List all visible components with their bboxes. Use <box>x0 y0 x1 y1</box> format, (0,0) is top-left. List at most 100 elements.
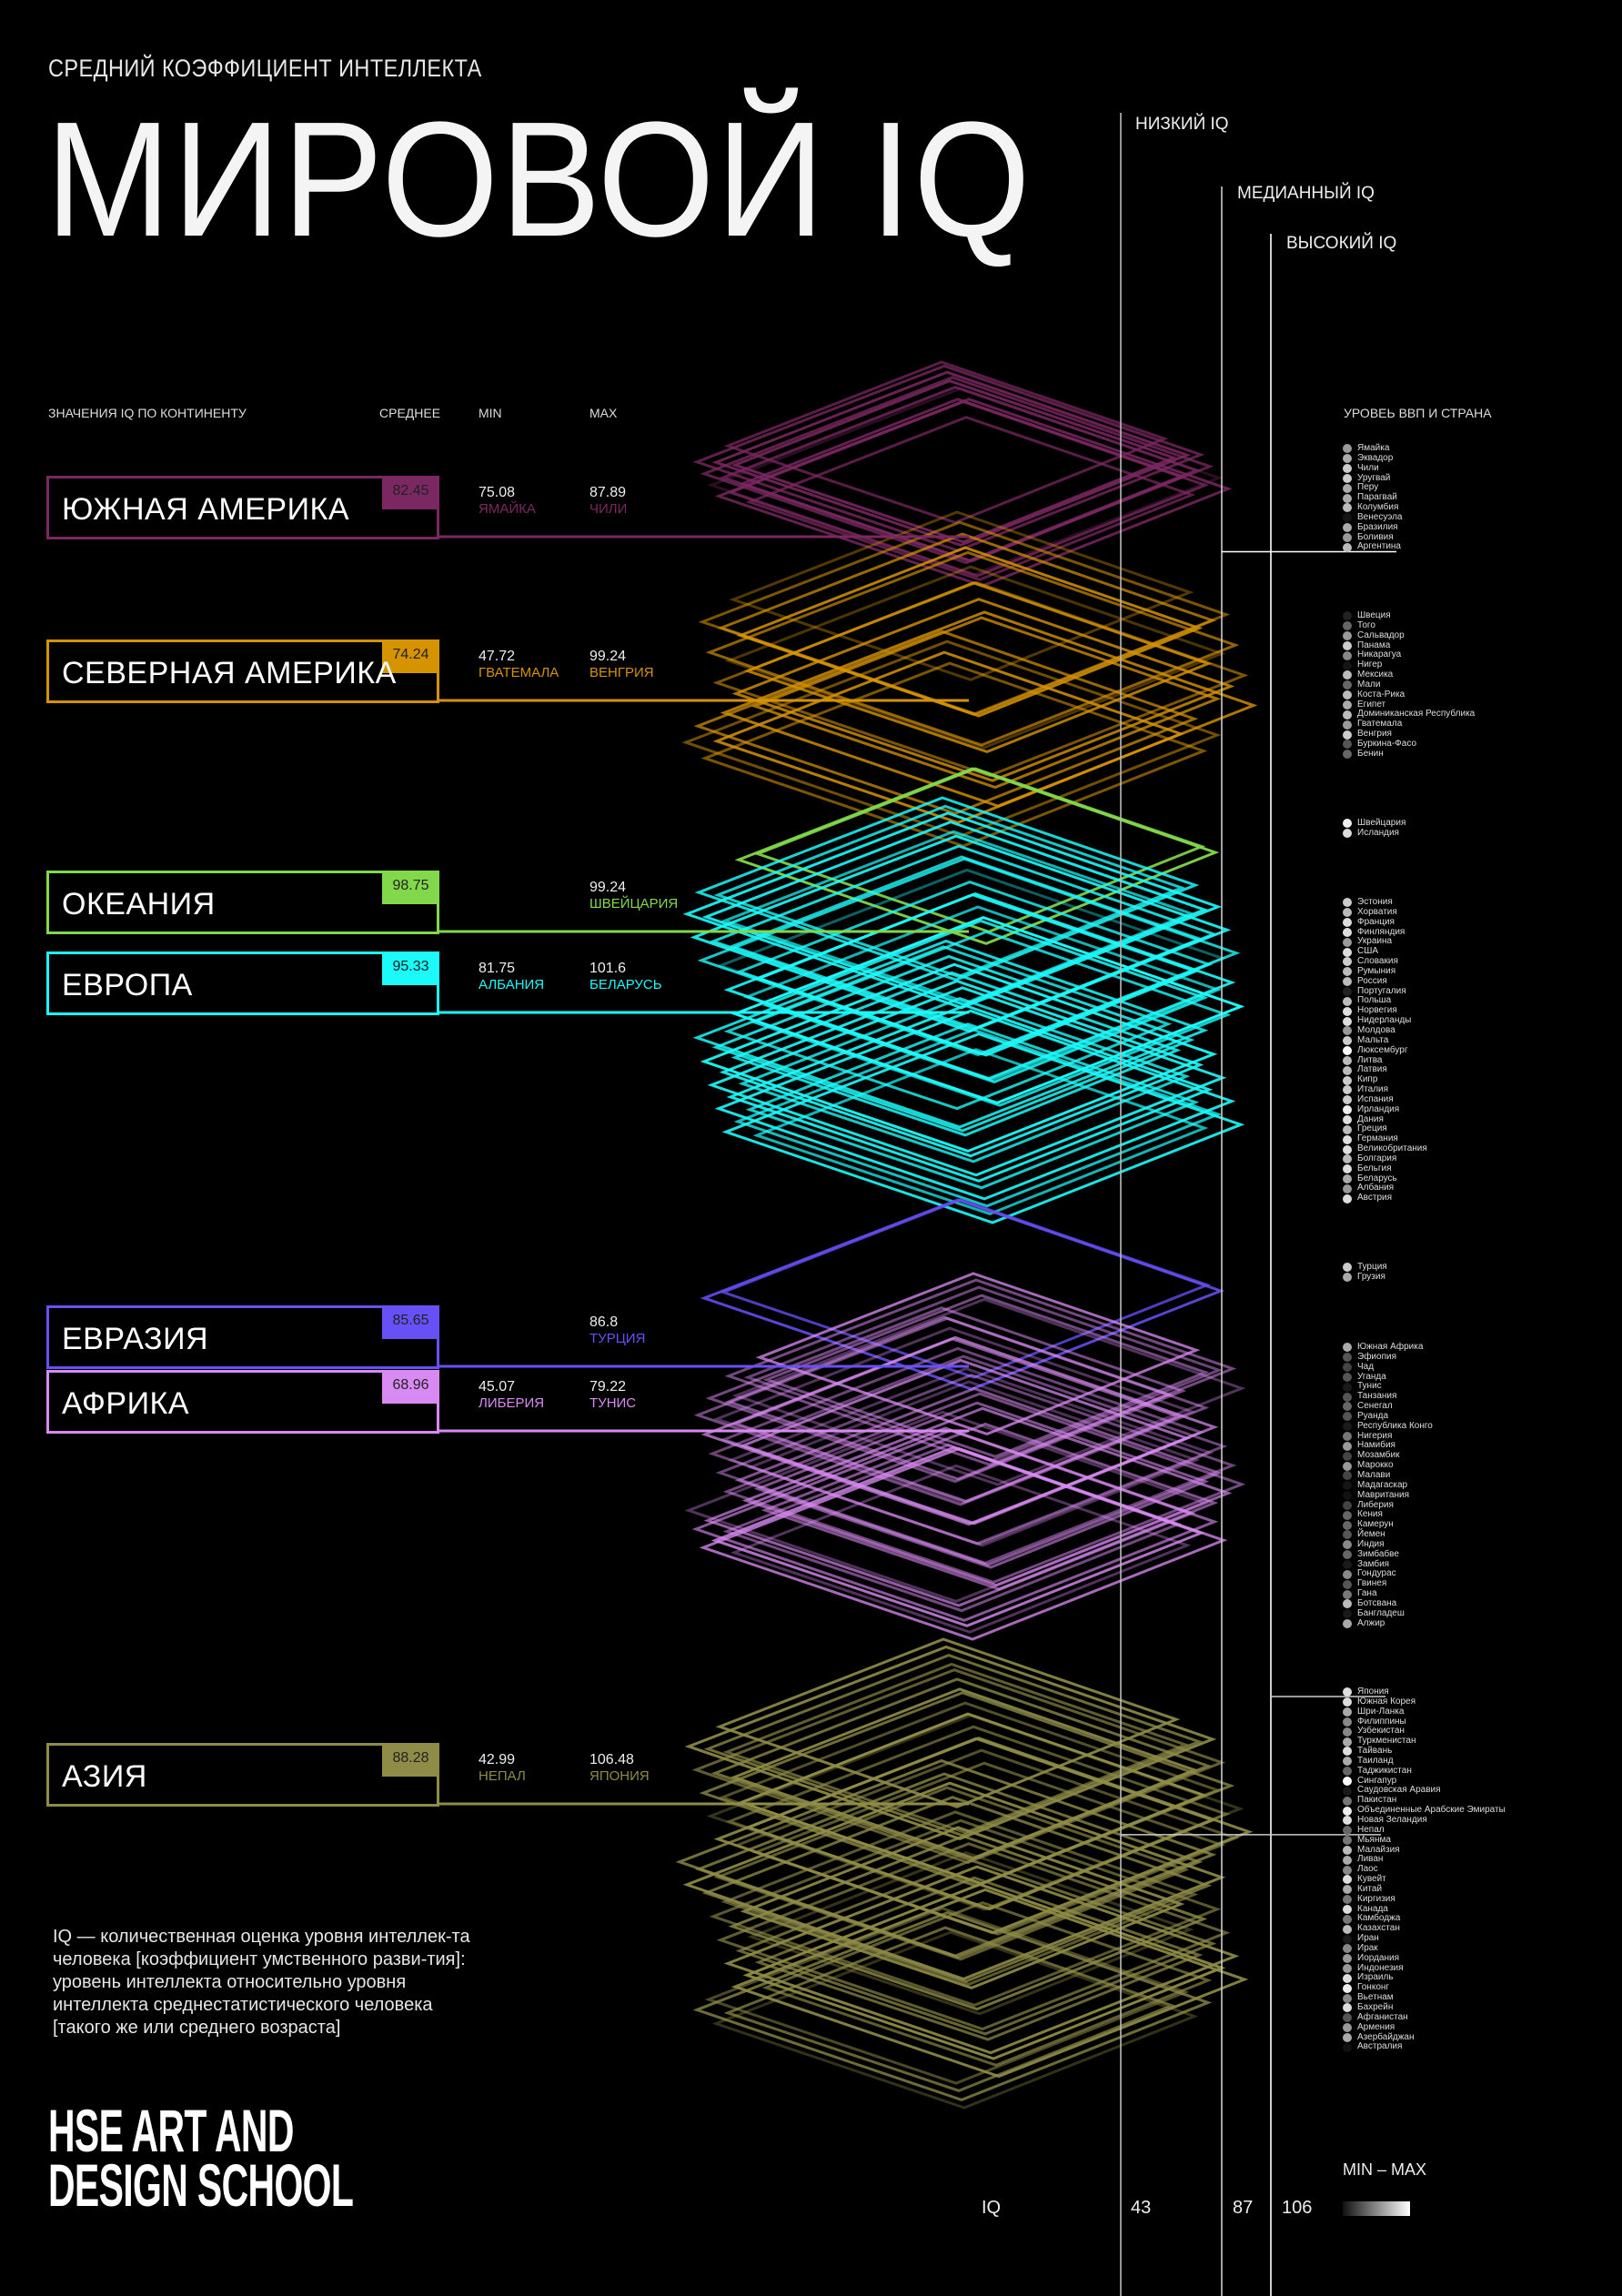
country-name: Казахстан <box>1357 1923 1400 1934</box>
country-list-item: Коста-Рика <box>1343 690 1475 700</box>
country-name: Пакистан <box>1357 1795 1397 1806</box>
country-list-item: Либерия <box>1343 1500 1433 1511</box>
gdp-level-dot-icon <box>1343 1777 1352 1787</box>
country-name: Танзания <box>1357 1391 1397 1402</box>
country-list-item: Исландия <box>1343 827 1405 839</box>
gdp-level-dot-icon <box>1343 908 1352 918</box>
country-name: Мальта <box>1357 1034 1389 1045</box>
gdp-level-dot-icon <box>1343 1273 1352 1283</box>
country-diamond <box>740 1826 1185 1989</box>
min-country: ЛИБЕРИЯ <box>479 1395 545 1411</box>
country-name: Россия <box>1357 975 1387 986</box>
country-diamond <box>723 360 1169 524</box>
country-list-item: Марокко <box>1343 1460 1433 1471</box>
country-list-item: Хорватия <box>1343 907 1427 918</box>
country-list-item: Нигер <box>1343 660 1475 670</box>
country-diamond <box>723 1865 1240 2055</box>
country-list-item: Япония <box>1343 1687 1506 1697</box>
country-list-item: Швейцария <box>1343 818 1405 829</box>
max-value: 99.24 <box>589 880 627 895</box>
gdp-level-dot-icon <box>1343 927 1352 937</box>
country-list-item: Эквадор <box>1343 453 1402 464</box>
max-value: 79.22 <box>589 1379 627 1395</box>
country-list-item: Италия <box>1343 1084 1427 1095</box>
gdp-level-dot-icon <box>1343 2013 1352 2023</box>
gdp-level-dot-icon <box>1343 1599 1352 1609</box>
country-diamond <box>721 1032 1245 1224</box>
country-name: Бразилия <box>1357 521 1398 532</box>
country-name: Дания <box>1357 1113 1384 1124</box>
gdp-level-dot-icon <box>1343 1885 1352 1895</box>
gdp-level-dot-icon <box>1343 1904 1352 1914</box>
country-list: Ямайка Эквадор Чили Уругвай Перу Парагвай Колу… <box>1343 443 1402 552</box>
country-list-item: Зимбабве <box>1343 1549 1433 1560</box>
country-diamond <box>755 1272 1201 1435</box>
country-list-item: Бельгия <box>1343 1163 1427 1174</box>
country-list-item: Того <box>1343 620 1475 631</box>
country-list-item: Уругвай <box>1343 473 1402 484</box>
gdp-level-dot-icon <box>1343 1105 1352 1115</box>
gdp-level-dot-icon <box>1343 1392 1352 1402</box>
country-name: Латвия <box>1357 1064 1387 1075</box>
gdp-level-dot-icon <box>1343 1550 1352 1560</box>
country-name: Молдова <box>1357 1024 1395 1035</box>
gdp-level-dot-icon <box>1343 1046 1352 1056</box>
gdp-level-dot-icon <box>1343 611 1352 621</box>
country-name: Доминиканская Республика <box>1357 709 1476 720</box>
max-value: 86.8 <box>589 1314 619 1330</box>
country-diamond <box>713 1786 1190 1961</box>
country-diamond <box>733 1028 1223 1208</box>
country-diamond <box>762 1294 1210 1458</box>
country-list-item: Никарагуа <box>1343 650 1475 660</box>
country-name: Нигер <box>1357 660 1383 670</box>
country-name: Малави <box>1357 1469 1391 1480</box>
country-name: Камерун <box>1357 1519 1394 1530</box>
country-name: Исландия <box>1357 827 1399 838</box>
country-list-item: США <box>1343 946 1427 957</box>
min-country: НЕПАЛ <box>479 1768 526 1784</box>
gdp-level-dot-icon <box>1343 1481 1352 1491</box>
country-diamond <box>720 830 1195 1004</box>
header-mean: СРЕДНЕЕ <box>379 406 441 420</box>
country-name: Южная Африка <box>1357 1342 1424 1352</box>
country-list-item: Испания <box>1343 1094 1427 1105</box>
country-list-item: Ирак <box>1343 1943 1506 1954</box>
country-list-item: Словакия <box>1343 956 1427 967</box>
country-list-item: Эфиопия <box>1343 1352 1433 1363</box>
gdp-level-dot-icon <box>1343 1422 1352 1432</box>
country-name: Франция <box>1357 916 1395 927</box>
country-name: Туркменистан <box>1357 1736 1416 1747</box>
country-diamond <box>761 919 1209 1083</box>
country-list-item: Китай <box>1343 1884 1506 1895</box>
country-list-item: Бразилия <box>1343 521 1402 533</box>
country-diamond <box>751 616 1222 790</box>
country-diamond <box>705 550 1240 747</box>
gdp-level-dot-icon <box>1343 1095 1352 1105</box>
gdp-level-dot-icon <box>1343 720 1352 730</box>
gdp-level-dot-icon <box>1343 1075 1352 1085</box>
country-list-item: Албания <box>1343 1183 1427 1193</box>
min-value: 45.07 <box>479 1379 516 1395</box>
country-list-item: Лаос <box>1343 1864 1506 1875</box>
country-name: Турция <box>1357 1262 1387 1272</box>
country-list-item: Вьетнам <box>1343 1992 1506 2003</box>
gdp-level-dot-icon <box>1343 1579 1352 1589</box>
country-name: Саудовская Аравия <box>1357 1785 1441 1796</box>
country-list-item: Филиппины <box>1343 1717 1506 1727</box>
country-name: Италия <box>1357 1084 1389 1095</box>
country-diamond <box>691 1428 1219 1622</box>
gdp-level-dot-icon <box>1343 700 1352 710</box>
country-name: Ливан <box>1357 1854 1384 1865</box>
country-list-item: Мьянма <box>1343 1835 1506 1846</box>
country-diamond <box>712 1326 1196 1505</box>
country-name: Польша <box>1357 995 1392 1006</box>
country-diamond <box>734 1386 1224 1566</box>
gdp-level-dot-icon <box>1343 1114 1352 1124</box>
country-list-item: Республика Конго <box>1343 1421 1433 1432</box>
gdp-level-dot-icon <box>1343 1806 1352 1816</box>
country-list-item: Дания <box>1343 1113 1427 1125</box>
country-list-item: Сенегал <box>1343 1401 1433 1412</box>
country-name: Нидерланды <box>1357 1015 1412 1026</box>
country-list-item: Австрия <box>1343 1193 1427 1203</box>
gdp-level-dot-icon <box>1343 967 1352 977</box>
